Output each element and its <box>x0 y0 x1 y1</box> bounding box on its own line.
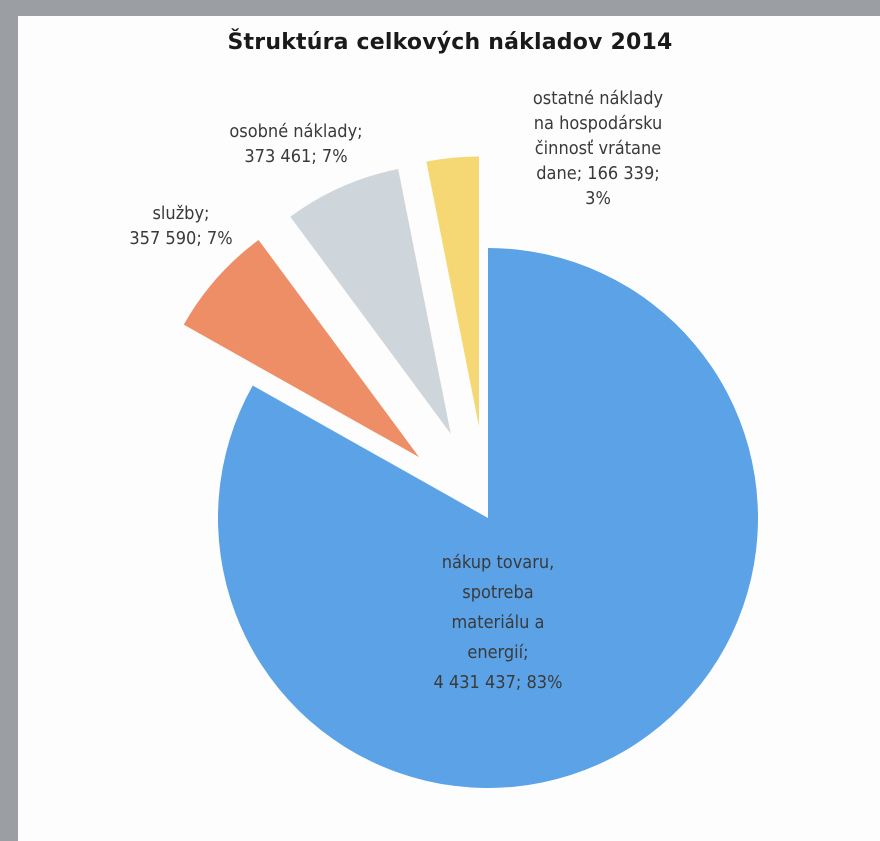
data-label-line: činnosť vrátane <box>535 138 661 159</box>
data-label-line: na hospodársku <box>534 113 663 134</box>
data-label-4: ostatné náklady na hospodársku činnosť vrá… <box>533 88 664 209</box>
data-label-line: dane; 166 339; <box>536 163 659 184</box>
data-label-line: materiálu a <box>452 612 545 633</box>
data-label-2: služby; 357 590; 7% <box>129 203 232 249</box>
data-label-line: 4 431 437; 83% <box>434 672 563 693</box>
pie-slice-2 <box>183 239 420 458</box>
data-label-line: 373 461; 7% <box>244 146 347 167</box>
data-label-3: osobné náklady; 373 461; 7% <box>229 121 362 167</box>
pie-slice-4 <box>426 156 479 427</box>
pie-slice-1 <box>217 248 758 788</box>
data-label-line: 357 590; 7% <box>129 228 232 249</box>
data-label-line: služby; <box>152 203 209 224</box>
pie-slice-3 <box>290 169 451 434</box>
chart-title: Štruktúra celkových nákladov 2014 <box>227 30 673 55</box>
data-label-1: nákup tovaru, spotreba materiálu a energií;… <box>434 552 563 693</box>
data-label-line: osobné náklady; <box>229 121 362 142</box>
data-label-line: ostatné náklady <box>533 88 664 109</box>
data-label-line: spotreba <box>462 582 533 603</box>
data-label-line: 3% <box>585 188 611 209</box>
data-label-line: energií; <box>467 642 528 663</box>
data-label-line: nákup tovaru, <box>442 552 555 573</box>
